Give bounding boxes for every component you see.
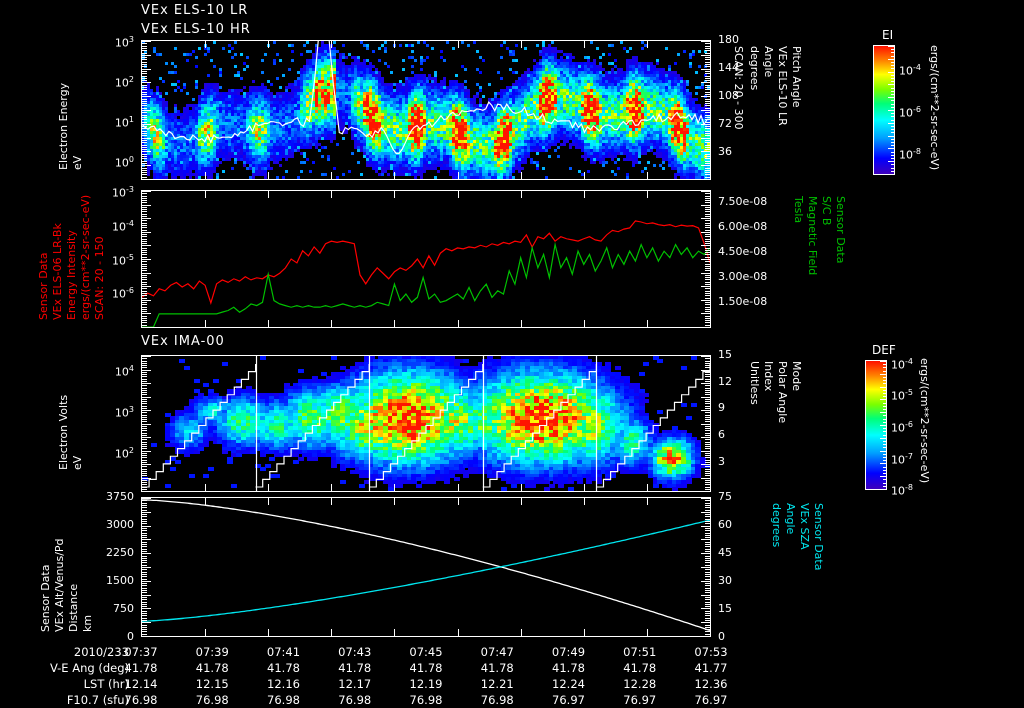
axis-tick-label: 36 [718,145,732,158]
axis-tick-label: 180 [718,33,739,46]
panel4-plot-area[interactable] [141,497,711,637]
axis-tick-label: 0 [718,630,725,643]
axis-tick-label: 75 [718,490,732,503]
axis-tick-label: 10-7 [891,451,913,467]
axis-tick-label: 9 [718,401,725,415]
ve-ang-row-value: 41.78 [480,661,514,675]
ve-ang-row-value: 41.78 [267,661,300,675]
axis-tick-label: 10-4 [891,356,913,372]
colorbar-def[interactable] [865,360,887,490]
axis-tick-label: 1.50e-08 [718,294,768,308]
axis-tick-label: 3750 [106,490,134,503]
lst-row-value: 12.36 [694,677,728,691]
axis-tick-label: 10-8 [899,146,921,162]
axis-tick-label: 2250 [106,546,134,559]
lst-row-value: 12.14 [124,677,158,691]
ve-ang-row-value: 41.78 [195,661,229,675]
axis-tick-label: 10-8 [891,483,913,498]
ve-ang-row-value: 41.78 [552,661,585,675]
ve-ang-row-value: 41.77 [694,661,728,675]
f107-row-value: 76.97 [623,693,657,707]
axis-tick-label: 4.50e-08 [718,245,768,259]
f107-row-value: 76.98 [409,693,443,707]
colorbar-ei-title: EI [882,28,894,42]
axis-tick-label: 3000 [106,518,134,531]
ve-ang-row-value: 41.78 [124,661,158,675]
f107-row-value: 76.98 [124,693,158,707]
lst-row-value: 12.15 [195,677,229,691]
axis-tick-label: 10-5 [891,388,913,404]
lst-row-value: 12.17 [338,677,372,691]
ve-ang-row-value: 41.78 [338,661,372,675]
lst-row-value: 12.28 [623,677,657,691]
lst-row-value: 12.21 [480,677,514,691]
panel1-title-hr: VEx ELS-10 HR [141,22,251,37]
time-row-value: 07:39 [195,645,229,659]
colorbar-ei[interactable] [873,45,895,175]
f107-row-value: 76.98 [195,693,229,707]
panel1-title-lr: VEx ELS-10 LR [141,3,249,18]
panel3-title: VEx IMA-00 [141,334,225,349]
axis-tick-label: 104 [114,363,134,379]
time-row-value: 07:43 [338,645,372,659]
axis-tick-label: 10-4 [899,63,921,79]
f107-row-value: 76.97 [552,693,585,707]
f107-row-value: 76.97 [694,693,728,707]
ve-ang-row-label: V-E Ang (deg) [49,661,129,675]
lst-row-value: 12.19 [409,677,443,691]
panel2-plot-area[interactable] [141,190,711,328]
time-row-label: 2010/233 [73,645,129,659]
axis-tick-label: 0 [127,630,134,643]
axis-tick-label: 45 [718,546,732,559]
axis-tick-label: 60 [718,518,732,531]
f107-row-value: 76.98 [480,693,514,707]
axis-tick-label: 10-6 [891,420,913,435]
axis-tick-label: 12 [718,374,732,388]
time-row-value: 07:53 [694,645,728,659]
f107-row-value: 76.98 [267,693,300,707]
time-row-value: 07:41 [266,645,301,659]
time-row-value: 07:37 [124,645,158,659]
ve-ang-row-value: 41.78 [409,661,443,675]
panel1-plot-area[interactable] [141,40,711,180]
time-row-value: 07:49 [551,645,586,659]
axis-tick-label: 6.00e-08 [718,220,768,234]
axis-tick-label: 30 [718,574,732,587]
panel3-plot-area[interactable] [141,355,711,492]
time-row-value: 07:51 [623,645,657,659]
axis-tick-label: 10-6 [899,105,921,120]
lst-row-value: 12.16 [267,677,300,691]
axis-tick-label: 6 [718,428,725,442]
axis-tick-label: 103 [114,35,134,50]
axis-tick-label: 10-3 [112,185,134,200]
axis-tick-label: 15 [718,348,732,361]
axis-tick-label: 72 [718,117,732,130]
axis-tick-label: 7.50e-08 [718,195,768,209]
axis-tick-label: 3.00e-08 [718,269,768,283]
lst-row-label: LST (hr) [83,677,129,691]
colorbar-def-title: DEF [872,343,896,357]
f107-row-label: F10.7 (sfu) [66,693,129,707]
axis-tick-label: 15 [718,602,732,615]
lst-row-value: 12.24 [552,677,585,691]
time-row-value: 07:47 [480,645,514,659]
time-row-value: 07:45 [409,645,443,659]
f107-row-value: 76.98 [338,693,372,707]
ve-ang-row-value: 41.78 [623,661,657,675]
axis-tick-label: 3 [718,454,725,468]
